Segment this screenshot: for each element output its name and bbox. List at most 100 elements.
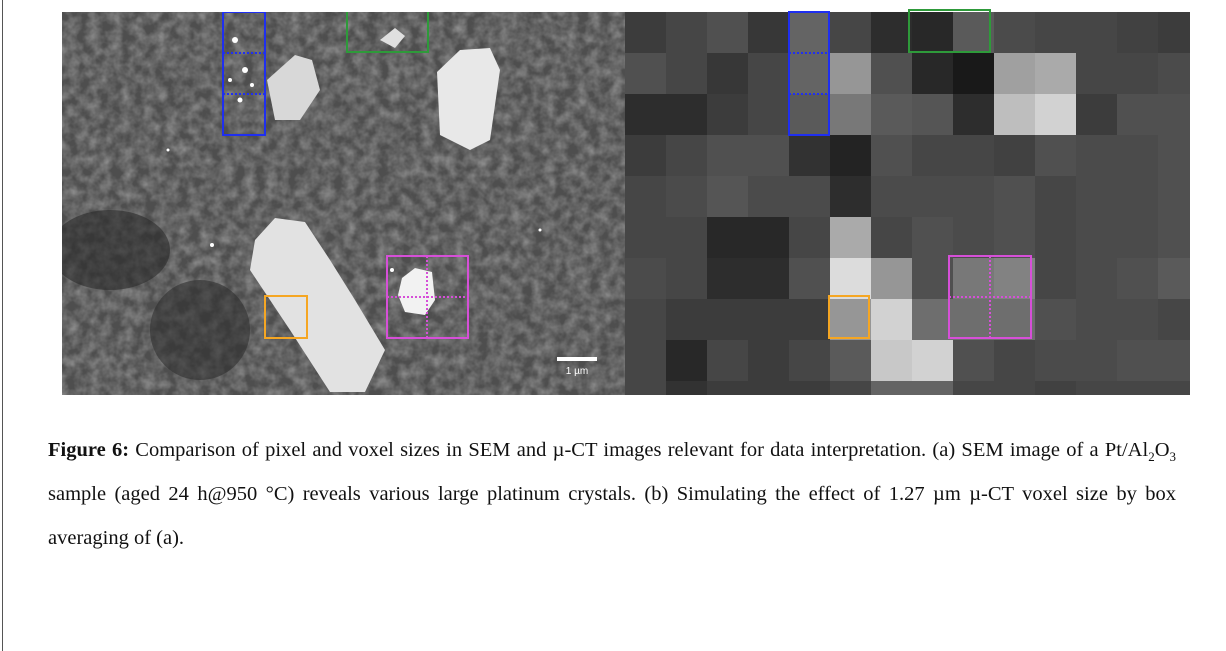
voxel [871, 217, 912, 258]
voxel [748, 381, 789, 400]
voxel [953, 381, 994, 400]
caption-text: Comparison of pixel and voxel sizes in S… [129, 439, 1148, 461]
voxel [830, 340, 871, 381]
voxel [748, 53, 789, 94]
voxel [789, 176, 830, 217]
voxel [625, 340, 666, 381]
voxel [707, 135, 748, 176]
voxel [912, 135, 953, 176]
page: {"image": {"scale_bar": "1 µm"}, "captio… [0, 0, 1226, 651]
voxel [748, 299, 789, 340]
voxel [953, 217, 994, 258]
subscript: 3 [1170, 449, 1177, 464]
voxel [1076, 258, 1117, 299]
voxel [707, 340, 748, 381]
voxel [1117, 299, 1158, 340]
voxel [1035, 135, 1076, 176]
voxel [994, 340, 1035, 381]
voxel [1158, 12, 1199, 53]
voxel [1076, 299, 1117, 340]
voxel [953, 12, 994, 53]
voxel [1117, 94, 1158, 135]
voxel-image [625, 12, 1199, 400]
voxel [871, 53, 912, 94]
voxel [994, 94, 1035, 135]
sem-image: 1 µm [50, 10, 625, 395]
voxel [789, 217, 830, 258]
voxel [748, 340, 789, 381]
voxel [666, 217, 707, 258]
voxel [1076, 340, 1117, 381]
caption-text: O [1155, 439, 1170, 461]
voxel [871, 381, 912, 400]
voxel [789, 94, 830, 135]
voxel [666, 340, 707, 381]
voxel [1035, 258, 1076, 299]
voxel [707, 12, 748, 53]
caption-label: Figure 6: [48, 439, 129, 461]
voxel [953, 53, 994, 94]
voxel [994, 258, 1035, 299]
voxel [666, 381, 707, 400]
voxel [1158, 53, 1199, 94]
voxel [666, 176, 707, 217]
voxel [871, 299, 912, 340]
voxel [1117, 176, 1158, 217]
voxel [625, 53, 666, 94]
voxel [789, 340, 830, 381]
voxel [1117, 53, 1158, 94]
voxel [748, 258, 789, 299]
voxel [912, 340, 953, 381]
voxel [748, 12, 789, 53]
voxel [994, 12, 1035, 53]
voxel [912, 12, 953, 53]
voxel [830, 94, 871, 135]
voxel [871, 135, 912, 176]
voxel [912, 217, 953, 258]
voxel [830, 12, 871, 53]
voxel [789, 135, 830, 176]
figure: 1 µm [0, 0, 1226, 400]
voxel [625, 217, 666, 258]
voxel [625, 12, 666, 53]
voxel [871, 258, 912, 299]
voxel [1117, 217, 1158, 258]
voxel [994, 176, 1035, 217]
voxel [994, 135, 1035, 176]
voxel [1035, 340, 1076, 381]
voxel [994, 299, 1035, 340]
voxel [830, 299, 871, 340]
voxel [1158, 381, 1199, 400]
voxel [912, 299, 953, 340]
voxel [1035, 176, 1076, 217]
voxel [707, 217, 748, 258]
voxel [830, 258, 871, 299]
voxel [871, 340, 912, 381]
figure-caption: Figure 6: Comparison of pixel and voxel … [48, 428, 1176, 560]
voxel [625, 176, 666, 217]
voxel [994, 217, 1035, 258]
voxel [830, 53, 871, 94]
voxel [1158, 299, 1199, 340]
voxel [1035, 53, 1076, 94]
voxel [1117, 258, 1158, 299]
caption-text: sample (aged 24 h@950 °C) reveals variou… [48, 483, 1176, 549]
voxel [1035, 94, 1076, 135]
voxel [748, 135, 789, 176]
voxel [912, 176, 953, 217]
voxel [953, 299, 994, 340]
voxel [1035, 299, 1076, 340]
voxel [748, 94, 789, 135]
voxel [1076, 381, 1117, 400]
scale-bar-label: 1 µm [566, 366, 588, 377]
voxel [748, 217, 789, 258]
voxel [666, 299, 707, 340]
voxel [1117, 12, 1158, 53]
voxel [830, 381, 871, 400]
voxel [1035, 12, 1076, 53]
voxel [707, 53, 748, 94]
voxel [748, 176, 789, 217]
voxel [707, 176, 748, 217]
voxel [1158, 135, 1199, 176]
voxel [1076, 53, 1117, 94]
